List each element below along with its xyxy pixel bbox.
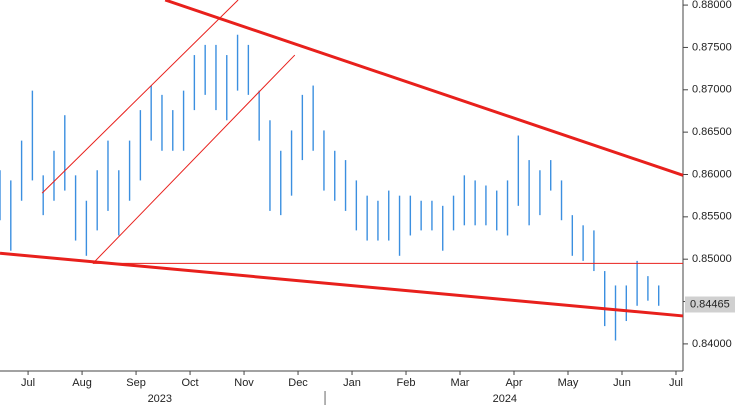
y-tick-label: 0.84000: [692, 338, 732, 350]
y-tick-label: 0.85500: [692, 211, 732, 223]
y-tick-label: 0.87000: [692, 84, 732, 96]
y-tick-label: 0.87500: [692, 41, 732, 53]
x-tick-label: Jun: [613, 377, 631, 389]
trend-line: [0, 251, 684, 318]
x-tick-label: Mar: [451, 377, 470, 389]
x-tick-label: Aug: [72, 377, 92, 389]
y-tick-label: 0.88000: [692, 0, 732, 11]
trend-line: [92, 54, 296, 264]
y-tick-label: 0.86000: [692, 168, 732, 180]
trend-line: [41, 0, 239, 194]
year-label: 2024: [493, 393, 517, 405]
last-price-box: [685, 296, 735, 313]
last-price-label: 0.84465: [690, 298, 730, 310]
x-tick-label: Nov: [234, 377, 254, 389]
x-tick-label: May: [558, 377, 579, 389]
x-tick-label: Jul: [21, 377, 35, 389]
trend-line: [164, 0, 684, 177]
x-tick-label: Jan: [343, 377, 361, 389]
x-tick-label: Feb: [397, 377, 416, 389]
x-tick-label: Apr: [505, 377, 522, 389]
x-tick-label: Jul: [669, 377, 683, 389]
y-tick-label: 0.86500: [692, 126, 732, 138]
year-label: 2023: [148, 393, 172, 405]
y-tick-label: 0.85000: [692, 253, 732, 265]
x-tick-label: Oct: [181, 377, 198, 389]
x-tick-label: Dec: [288, 377, 308, 389]
x-tick-label: Sep: [126, 377, 146, 389]
